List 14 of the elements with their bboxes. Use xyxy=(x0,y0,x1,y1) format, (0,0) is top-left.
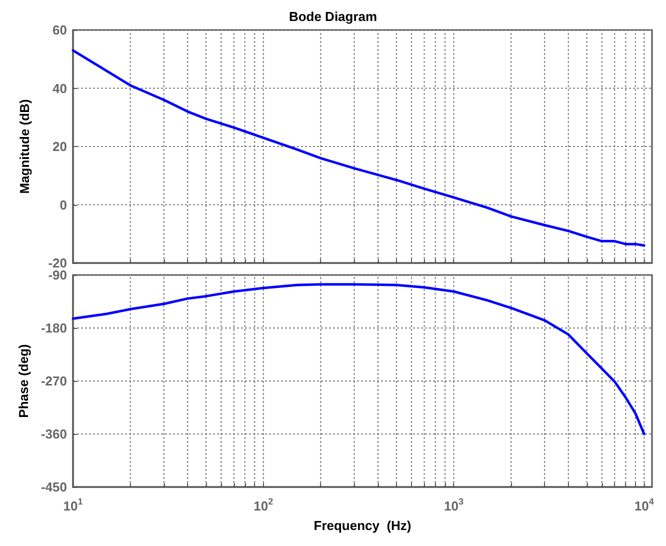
y-tick-label: -450 xyxy=(40,480,67,494)
y-tick-label: -20 xyxy=(48,256,67,270)
y-tick-label: -90 xyxy=(48,268,67,282)
y-tick-label: 0 xyxy=(60,197,67,212)
chart-title: Bode Diagram xyxy=(288,9,378,24)
y-tick-label: 40 xyxy=(52,80,67,96)
y-tick-label: 60 xyxy=(52,22,67,38)
y-axis-title: Phase (deg) xyxy=(16,344,32,418)
y-tick-label: 20 xyxy=(52,139,67,154)
y-tick-label: -270 xyxy=(40,374,67,388)
y-tick-label: -360 xyxy=(40,426,67,442)
y-axis-title: Magnitude (dB) xyxy=(17,99,32,194)
y-tick-label: -180 xyxy=(40,320,67,336)
x-axis-title: Frequency (Hz) xyxy=(314,518,412,533)
